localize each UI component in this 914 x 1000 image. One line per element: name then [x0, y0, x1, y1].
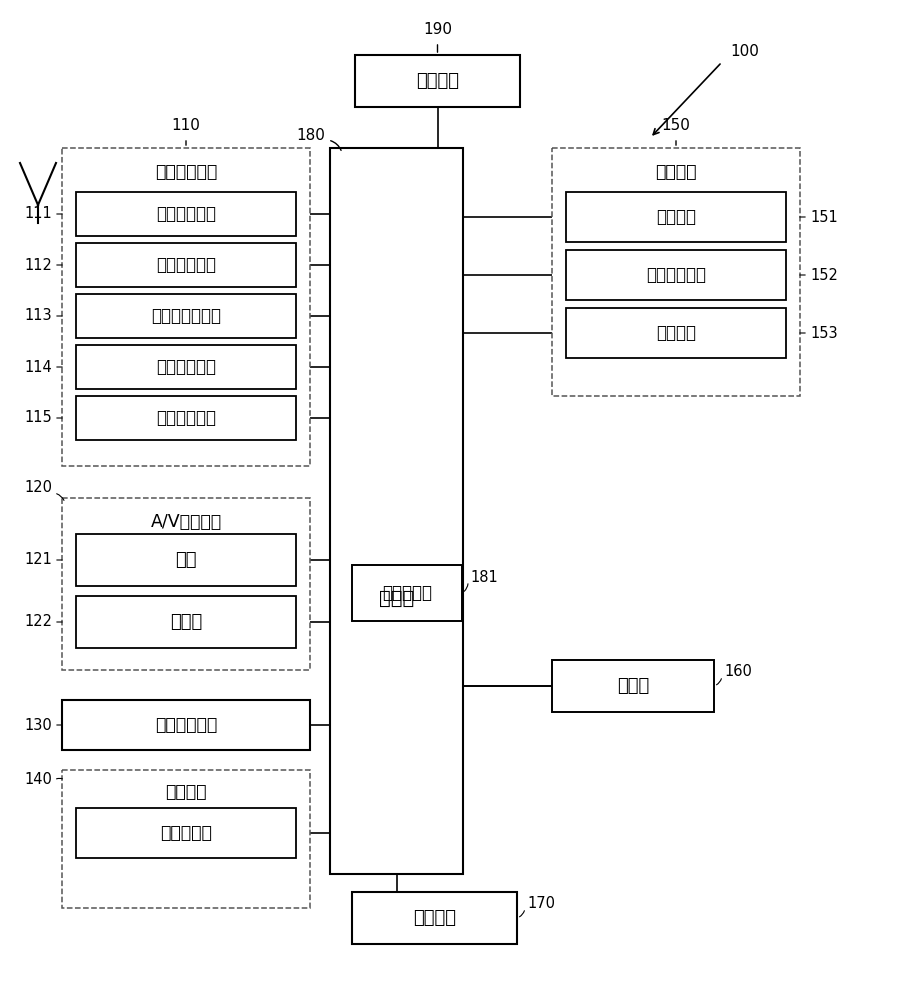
Text: 180: 180	[296, 127, 325, 142]
Text: 存储器: 存储器	[617, 677, 649, 695]
Text: 114: 114	[25, 360, 52, 374]
Text: 140: 140	[24, 772, 52, 788]
Bar	[76, 192, 296, 236]
Text: 控制器: 控制器	[379, 589, 414, 608]
Bar	[552, 660, 714, 712]
Text: 感测单元: 感测单元	[165, 783, 207, 801]
Text: 181: 181	[470, 570, 498, 585]
Bar	[552, 148, 800, 396]
Bar	[76, 808, 296, 858]
Text: 移动通信模块: 移动通信模块	[156, 256, 216, 274]
Bar	[566, 250, 786, 300]
Text: 无线互联网模块: 无线互联网模块	[151, 307, 221, 325]
Bar	[62, 148, 310, 466]
Bar	[352, 565, 462, 621]
Text: 113: 113	[25, 308, 52, 324]
Bar	[355, 55, 520, 107]
Text: 110: 110	[172, 117, 200, 132]
Text: 接近传感器: 接近传感器	[160, 824, 212, 842]
Bar	[62, 700, 310, 750]
Text: 广播接收模块: 广播接收模块	[156, 205, 216, 223]
Text: 130: 130	[25, 718, 52, 732]
Text: 相机: 相机	[175, 551, 197, 569]
Text: 接口单元: 接口单元	[413, 909, 456, 927]
Text: 短程通信模块: 短程通信模块	[156, 358, 216, 376]
Text: 120: 120	[24, 481, 52, 495]
Bar	[330, 148, 463, 874]
Bar	[62, 498, 310, 670]
Text: 160: 160	[724, 664, 752, 680]
Bar	[352, 892, 517, 944]
Text: 麦克风: 麦克风	[170, 613, 202, 631]
Text: A/V输入单元: A/V输入单元	[151, 513, 221, 531]
Bar	[76, 596, 296, 648]
Text: 位置信息模块: 位置信息模块	[156, 409, 216, 427]
Text: 111: 111	[25, 207, 52, 222]
Text: 多媒体模块: 多媒体模块	[382, 584, 432, 602]
Bar	[76, 534, 296, 586]
Text: 用户输入单元: 用户输入单元	[154, 716, 218, 734]
Text: 警报单元: 警报单元	[656, 324, 696, 342]
Bar	[76, 294, 296, 338]
Text: 100: 100	[730, 44, 759, 60]
Bar	[566, 192, 786, 242]
Text: 115: 115	[25, 410, 52, 426]
Text: 显示单元: 显示单元	[656, 208, 696, 226]
Text: 150: 150	[662, 117, 690, 132]
Text: 170: 170	[527, 896, 555, 912]
Bar	[566, 308, 786, 358]
Bar	[76, 345, 296, 389]
Bar	[62, 770, 310, 908]
Text: 121: 121	[24, 552, 52, 568]
Bar	[76, 396, 296, 440]
Bar	[76, 243, 296, 287]
Text: 122: 122	[24, 614, 52, 630]
Text: 112: 112	[24, 257, 52, 272]
Text: 电源单元: 电源单元	[416, 72, 459, 90]
Text: 190: 190	[423, 22, 452, 37]
Text: 输出单元: 输出单元	[655, 163, 696, 181]
Text: 无线通信单元: 无线通信单元	[154, 163, 218, 181]
Text: 151: 151	[810, 210, 838, 225]
Text: 152: 152	[810, 267, 838, 282]
Text: 153: 153	[810, 326, 837, 340]
Text: 音频输出模块: 音频输出模块	[646, 266, 706, 284]
